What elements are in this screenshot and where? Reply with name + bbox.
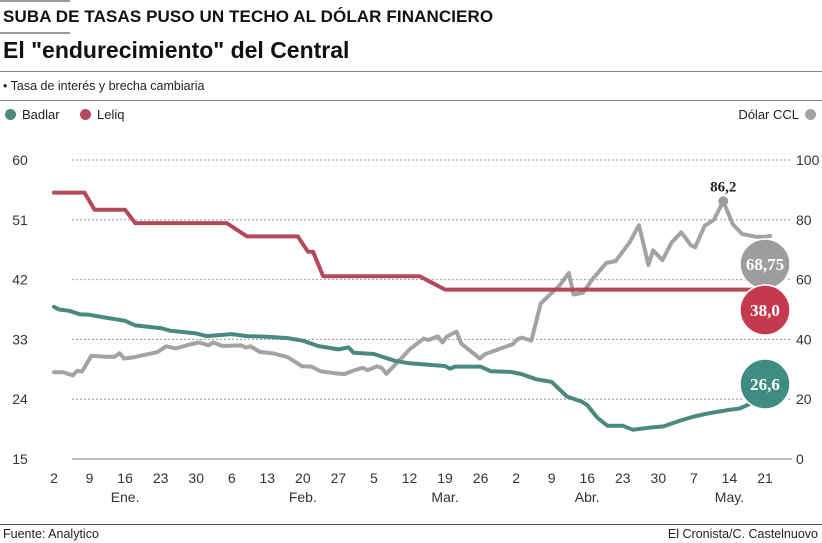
badlar-end-bubble [739,358,791,410]
legend-item-leliq: Leliq [80,107,124,122]
x-tick-label: 5 [370,470,378,486]
credit-note: El Cronista/C. Castelnuovo [667,527,818,541]
x-tick-label: 7 [690,470,698,486]
kicker-rule [0,0,70,2]
source-note: Fuente: Analytico [3,527,99,541]
x-tick-label: 6 [228,470,236,486]
ccl-peak-label: 86,2 [710,179,736,195]
x-tick-label: 9 [86,470,94,486]
ccl-end-bubble-label: 68,75 [746,255,784,274]
x-tick-label: 13 [260,470,276,486]
x-month-label: Abr. [575,489,600,505]
title-rule [0,32,70,34]
leliq-end-bubble [739,284,791,336]
x-month-label: Ene. [111,489,140,505]
badlar-end-bubble-label: 26,6 [750,375,780,394]
divider [0,524,822,525]
x-tick-label: 9 [548,470,556,486]
kicker: SUBA DE TASAS PUSO UN TECHO AL DÓLAR FIN… [3,7,494,26]
y-left-tick-label: 60 [12,152,28,168]
divider [0,71,822,72]
y-right-tick-label: 60 [796,272,812,288]
y-left-tick-label: 24 [12,391,28,407]
leliq-end-bubble-label: 38,0 [750,301,780,320]
y-left-tick-label: 51 [12,212,28,228]
legend-item-badlar: Badlar [5,107,60,122]
x-tick-label: 16 [579,470,595,486]
x-month-label: Mar. [431,489,458,505]
x-month-label: May. [715,489,744,505]
y-right-tick-label: 20 [796,391,812,407]
legend-dot-leliq [80,109,91,120]
y-right-tick-label: 40 [796,331,812,347]
x-tick-label: 19 [437,470,453,486]
y-right-tick-label: 100 [796,152,820,168]
chart-subtitle: • Tasa de interés y brecha cambiaria [3,79,205,93]
x-tick-label: 26 [473,470,489,486]
series-line-leliq [52,190,773,292]
x-tick-label: 21 [757,470,773,486]
x-tick-label: 23 [153,470,169,486]
y-left-tick-label: 42 [12,272,28,288]
legend-label-ccl: Dólar CCL [738,107,799,122]
x-tick-label: 2 [50,470,58,486]
x-tick-label: 27 [331,470,347,486]
legend-label-badlar: Badlar [22,107,60,122]
x-tick-label: 12 [402,470,418,486]
legend-item-ccl: Dólar CCL [738,107,816,122]
x-tick-label: 2 [512,470,520,486]
x-tick-label: 20 [295,470,311,486]
ccl-peak-marker [718,196,729,207]
x-month-label: Feb. [289,489,317,505]
series-line-d-lar-ccl [52,199,773,378]
legend-label-leliq: Leliq [97,107,125,122]
x-tick-label: 30 [188,470,204,486]
legend-dot-ccl [805,109,816,120]
x-tick-label: 16 [117,470,133,486]
y-right-tick-label: 80 [796,212,812,228]
x-tick-label: 23 [615,470,631,486]
chart-title: El "endurecimiento" del Central [3,37,350,63]
y-left-tick-label: 33 [12,331,28,347]
legend-dot-badlar [5,109,16,120]
x-tick-label: 30 [651,470,667,486]
series-line-badlar [52,304,773,432]
y-left-tick-label: 15 [12,451,28,467]
y-right-tick-label: 0 [796,451,804,467]
x-tick-label: 14 [722,470,738,486]
divider [0,100,822,101]
